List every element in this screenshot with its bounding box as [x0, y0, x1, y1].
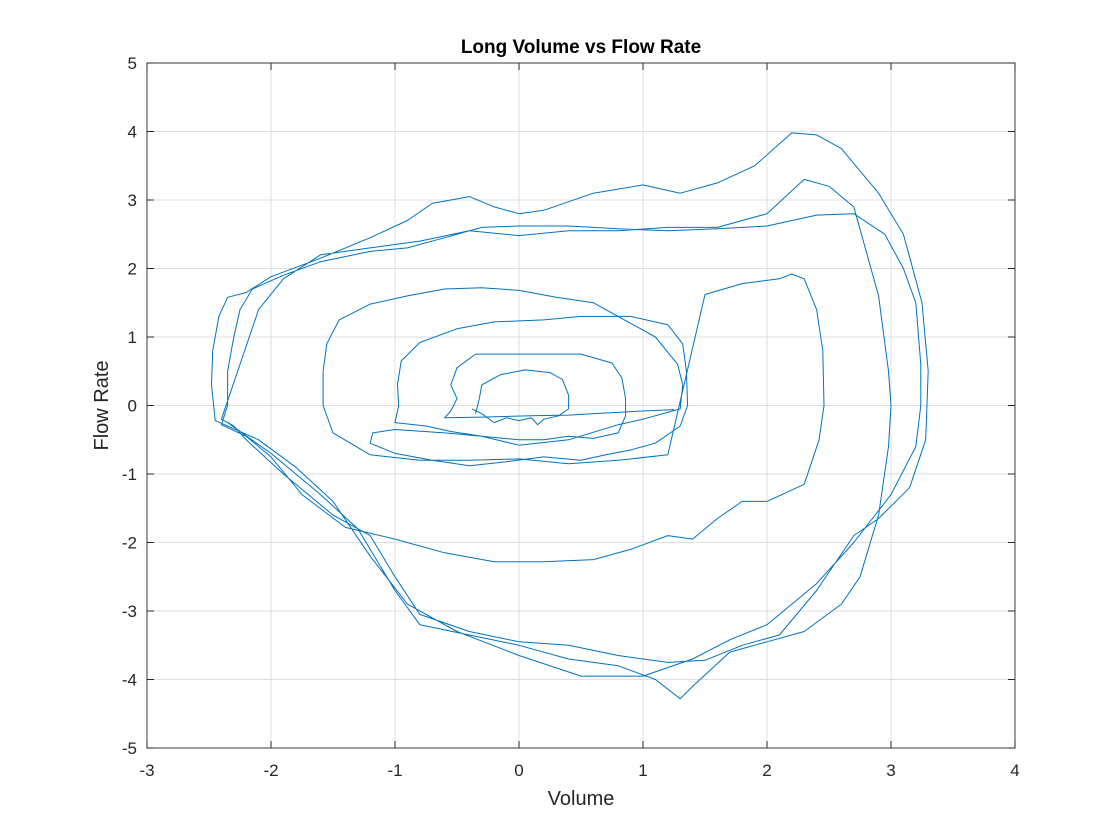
y-tick-label: 4 [128, 123, 137, 142]
chart-title: Long Volume vs Flow Rate [461, 37, 701, 58]
x-tick-label: -1 [387, 761, 402, 780]
y-tick-label: -2 [122, 534, 137, 553]
x-tick-label: 4 [1010, 761, 1019, 780]
series-layer [211, 132, 929, 700]
ticks: -3 -2 -1 0 1 2 3 4 5 4 3 2 1 0 -1 -2 -3 -4 -5 [122, 54, 1020, 780]
y-tick-label: 3 [128, 191, 137, 210]
x-tick-label: -2 [263, 761, 278, 780]
x-tick-label: 0 [514, 761, 523, 780]
y-tick-label: 2 [128, 260, 137, 279]
x-tick-label: -3 [139, 761, 154, 780]
x-tick-label: 3 [886, 761, 895, 780]
y-tick-label: -1 [122, 465, 137, 484]
x-tick-label: 2 [762, 761, 771, 780]
y-tick-label: -5 [122, 739, 137, 758]
y-tick-label: 1 [128, 328, 137, 347]
y-tick-label: 0 [128, 397, 137, 416]
y-tick-label: 5 [128, 54, 137, 73]
y-tick-label: -4 [122, 671, 137, 690]
series-line-2 [471, 369, 570, 426]
y-axis-title: Flow Rate [91, 360, 113, 450]
x-tick-label: 1 [638, 761, 647, 780]
x-axis-title: Volume [548, 788, 615, 810]
series-line-1 [211, 132, 929, 700]
y-tick-label: -3 [122, 602, 137, 621]
